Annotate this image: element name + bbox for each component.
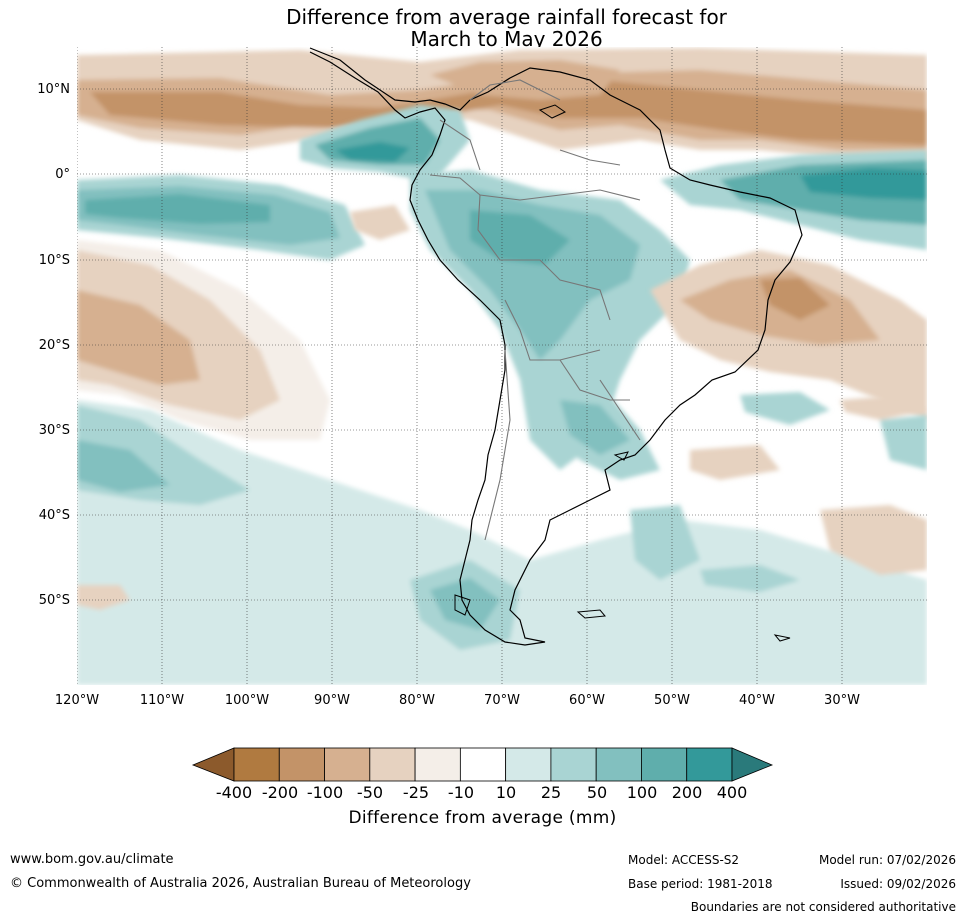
colorbar-swatches	[233, 747, 733, 782]
longitude-label: 80°W	[399, 693, 435, 708]
colorbar-tick-label: 50	[586, 783, 608, 802]
colorbar-swatch	[369, 747, 416, 782]
wet-region-continent	[410, 170, 690, 480]
latitude-label: 10°S	[38, 253, 70, 268]
colorbar-tick-label: 200	[671, 783, 703, 802]
latitude-label: 10°N	[37, 82, 70, 97]
colorbar-swatch	[233, 747, 280, 782]
wet-region-south	[77, 392, 927, 685]
colorbar-swatch	[686, 747, 733, 782]
colorbar-tick-label: 25	[540, 783, 562, 802]
longitude-label: 110°W	[139, 693, 185, 708]
latitude-label: 20°S	[38, 338, 70, 353]
south-america-coastline	[309, 47, 803, 646]
longitude-label: 70°W	[484, 693, 520, 708]
colorbar-swatch	[641, 747, 688, 782]
website-link[interactable]: www.bom.gov.au/climate	[10, 852, 174, 867]
colorbar-tick-label: 100	[626, 783, 658, 802]
longitude-label: 40°W	[739, 693, 775, 708]
colorbar-swatch	[278, 747, 325, 782]
boundary-disclaimer: Boundaries are not considered authoritat…	[690, 900, 956, 914]
colorbar-swatch	[459, 747, 507, 782]
colorbar-swatch	[550, 747, 597, 782]
colorbar-title: Difference from average (mm)	[348, 808, 617, 828]
colorbar-tick-label: -400	[215, 783, 253, 802]
colorbar-tick-label: 10	[495, 783, 517, 802]
longitude-label: 50°W	[654, 693, 690, 708]
dry-region-pacific	[77, 205, 410, 440]
base-period: Base period: 1981-2018	[628, 877, 773, 891]
colorbar-swatch	[324, 747, 371, 782]
colorbar-swatch	[414, 747, 461, 782]
rainfall-anomaly-field	[77, 47, 927, 685]
latitude-label: 0°	[55, 167, 70, 182]
colorbar-extend-low	[191, 747, 235, 782]
colorbar-tick-label: -25	[402, 783, 430, 802]
island-outlines	[454, 104, 791, 642]
wet-band-equatorial	[77, 105, 927, 260]
longitude-label: 30°W	[824, 693, 860, 708]
colorbar	[191, 747, 774, 782]
colorbar-tick-label: -200	[261, 783, 299, 802]
colorbar-extend-high	[731, 747, 774, 782]
latitude-label: 30°S	[38, 423, 70, 438]
model-name: Model: ACCESS-S2	[628, 853, 740, 867]
latitude-label: 40°S	[38, 508, 70, 523]
colorbar-swatch	[595, 747, 642, 782]
map-title-line-2: March to May 2026	[410, 27, 603, 51]
colorbar-tick-label: 400	[716, 783, 748, 802]
copyright-text: © Commonwealth of Australia 2026, Austra…	[10, 876, 471, 891]
colorbar-tick-label: -10	[447, 783, 475, 802]
latitude-label: 50°S	[38, 593, 70, 608]
issued-date: Issued: 09/02/2026	[840, 877, 956, 891]
map-title-line-1: Difference from average rainfall forecas…	[286, 5, 727, 29]
colorbar-tick-label: -100	[306, 783, 344, 802]
longitude-label: 120°W	[54, 693, 100, 708]
longitude-label: 90°W	[314, 693, 350, 708]
country-boundaries	[429, 79, 641, 541]
colorbar-swatch	[505, 747, 552, 782]
dry-region-brazil	[650, 250, 927, 420]
model-run-date: Model run: 07/02/2026	[818, 853, 956, 867]
longitude-label: 100°W	[224, 693, 270, 708]
graticule	[77, 47, 927, 685]
longitude-label: 60°W	[569, 693, 605, 708]
colorbar-tick-label: -50	[356, 783, 384, 802]
